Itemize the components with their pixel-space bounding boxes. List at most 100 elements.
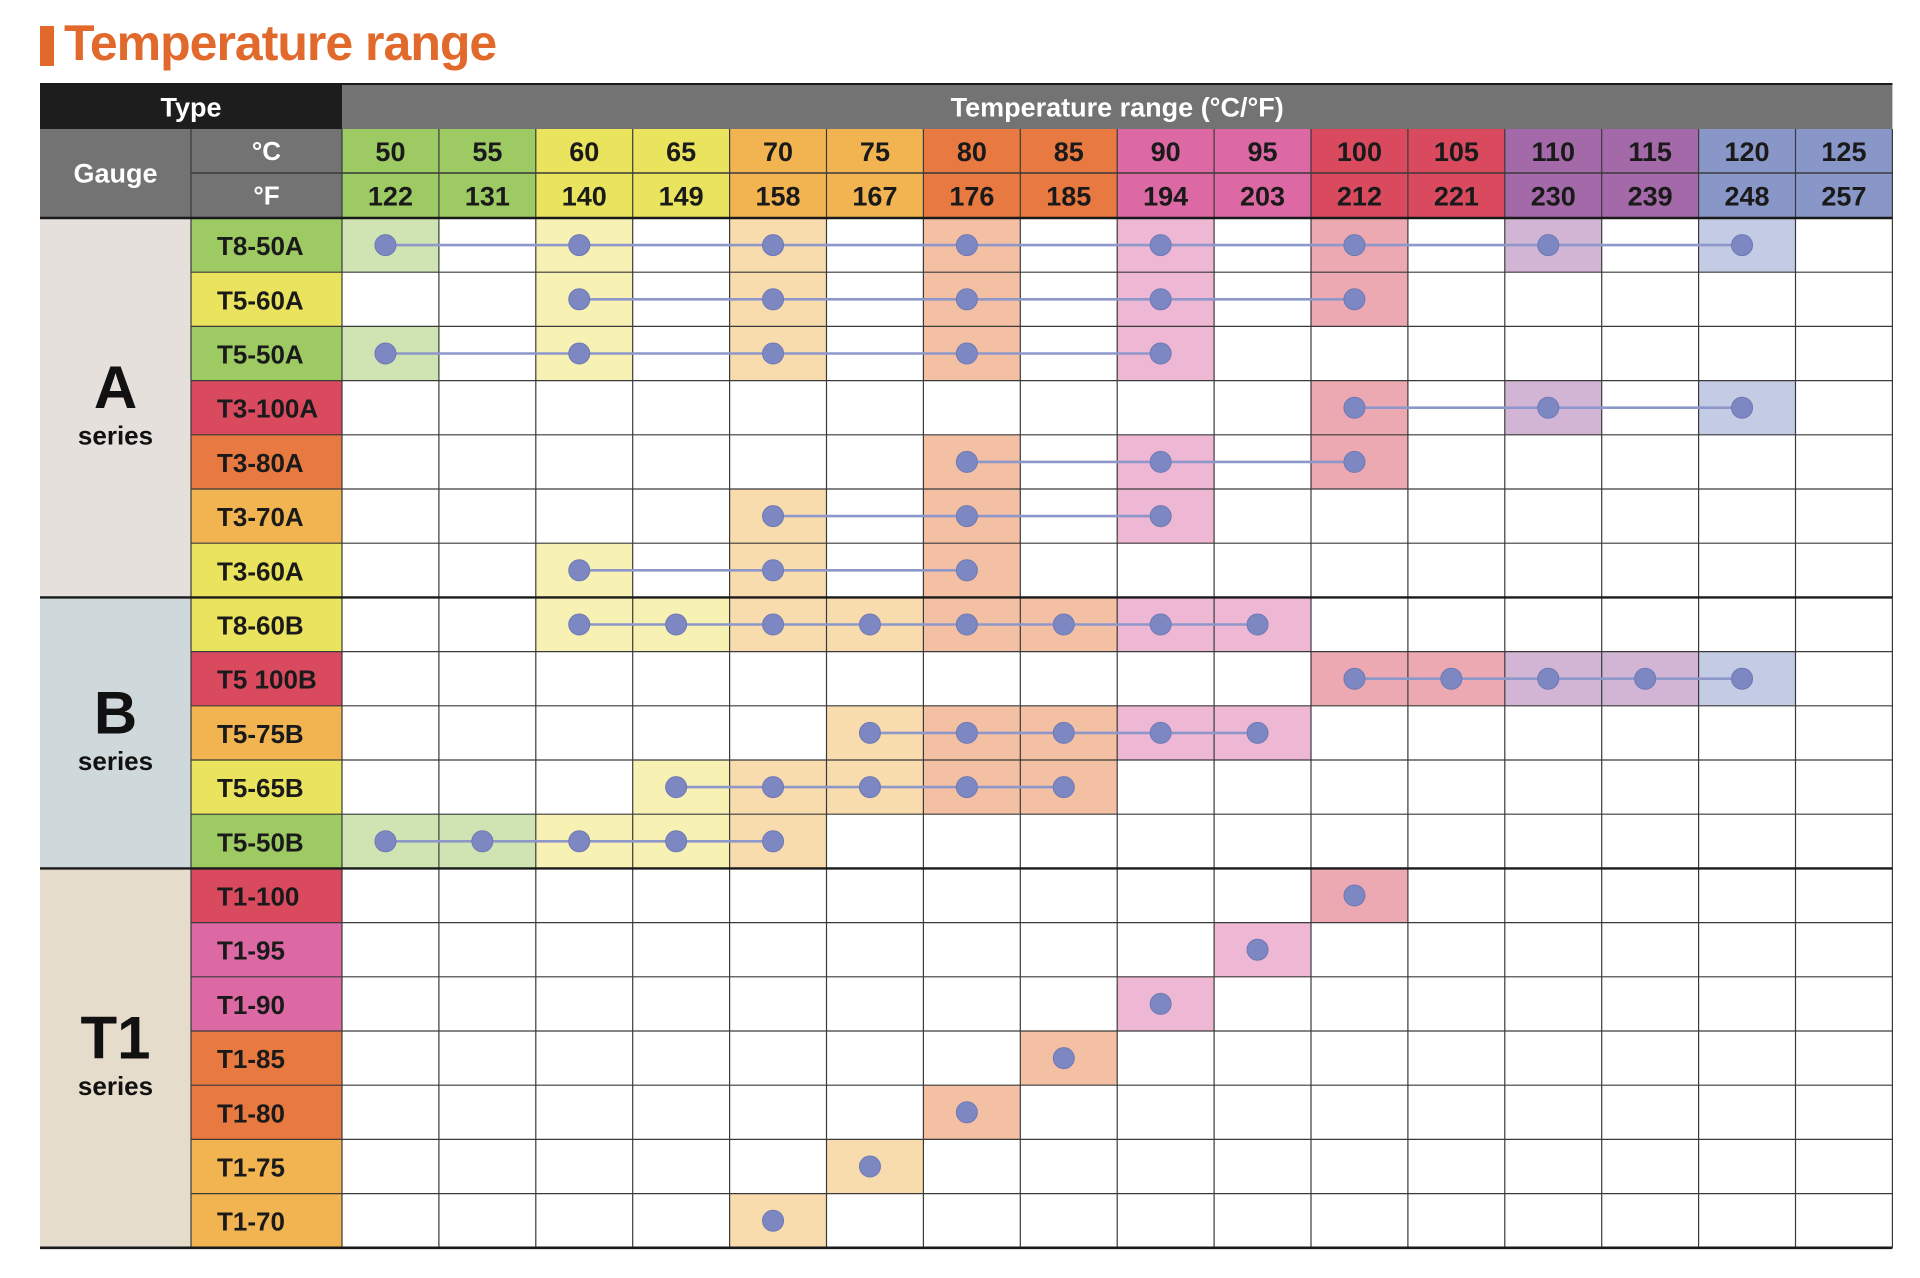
range-marker-t8-50a-90	[1149, 234, 1172, 257]
range-header-cell	[342, 84, 1893, 129]
page-title: Temperature range	[64, 15, 497, 71]
type-header-cell	[40, 84, 342, 129]
gauge-cell-t5-60a	[191, 272, 342, 327]
range-marker-t1-85-85	[1052, 1047, 1075, 1070]
series-cell-t1	[40, 868, 191, 1248]
fahrenheit-value-221: 221	[1434, 182, 1479, 212]
gauge-cell-t3-80a	[191, 434, 342, 489]
range-marker-t5-65b-75	[858, 776, 881, 799]
range-marker-t8-50a-80	[955, 234, 978, 257]
range-marker-t3-100a-110	[1537, 396, 1560, 419]
range-marker-t5-60a-100	[1343, 288, 1366, 311]
range-marker-t3-80a-80	[955, 450, 978, 473]
gauge-label-t3-70a: T3-70A	[217, 502, 304, 532]
range-marker-t5-50b-55	[471, 830, 494, 853]
gauge-cell-t5-100b	[191, 651, 342, 706]
range-marker-t5-60a-70	[762, 288, 785, 311]
range-marker-t5-50b-70	[762, 830, 785, 853]
range-marker-t5-50b-50	[374, 830, 397, 853]
series-cell-a	[40, 218, 191, 598]
fahrenheit-value-239: 239	[1628, 182, 1673, 212]
fahrenheit-value-167: 167	[852, 182, 897, 212]
range-marker-t5-75b-90	[1149, 721, 1172, 744]
range-marker-t1-100-100	[1343, 884, 1366, 907]
celsius-value-60: 60	[569, 137, 599, 167]
title-accent-bar	[40, 26, 54, 66]
range-marker-t5-50a-80	[955, 342, 978, 365]
celsius-value-100: 100	[1337, 137, 1382, 167]
gauge-cell-t1-85	[191, 1031, 342, 1086]
gauge-label-t1-90: T1-90	[217, 990, 285, 1020]
range-marker-t3-80a-90	[1149, 450, 1172, 473]
range-marker-t5-50a-70	[762, 342, 785, 365]
range-marker-t5-75b-80	[955, 721, 978, 744]
range-marker-t8-60b-75	[858, 613, 881, 636]
range-marker-t5-60a-90	[1149, 288, 1172, 311]
gauge-cell-t1-90	[191, 976, 342, 1031]
range-marker-t8-50a-100	[1343, 234, 1366, 257]
range-marker-t1-95-95	[1246, 938, 1269, 961]
gauge-label-t1-80: T1-80	[217, 1098, 285, 1128]
gauge-label-t3-60a: T3-60A	[217, 556, 304, 586]
celsius-value-50: 50	[375, 137, 405, 167]
range-marker-t8-60b-70	[762, 613, 785, 636]
celsius-value-85: 85	[1054, 137, 1084, 167]
gauge-cell-t5-75b	[191, 705, 342, 760]
gauge-cell-t8-50a	[191, 218, 342, 273]
series-sub-a: series	[78, 421, 153, 451]
range-marker-t5-65b-80	[955, 776, 978, 799]
range-marker-t3-70a-70	[762, 505, 785, 528]
gauge-label-t8-50a: T8-50A	[217, 231, 304, 261]
fahrenheit-value-140: 140	[562, 182, 607, 212]
gauge-label-t5-50a: T5-50A	[217, 340, 304, 370]
range-marker-t5-100b-105	[1440, 667, 1463, 690]
range-marker-t8-50a-120	[1731, 234, 1754, 257]
series-sub-t1: series	[78, 1071, 153, 1101]
celsius-value-55: 55	[472, 137, 502, 167]
range-marker-t8-60b-80	[955, 613, 978, 636]
celsius-value-125: 125	[1821, 137, 1866, 167]
fahrenheit-value-203: 203	[1240, 182, 1285, 212]
range-marker-t5-65b-70	[762, 776, 785, 799]
gauge-label-t1-95: T1-95	[217, 936, 285, 966]
celsius-value-115: 115	[1628, 137, 1672, 167]
gauge-cell-t5-50a	[191, 326, 342, 381]
range-marker-t5-50a-90	[1149, 342, 1172, 365]
gauge-cell-t8-60b	[191, 597, 342, 652]
fahrenheit-value-131: 131	[465, 182, 510, 212]
celsius-value-120: 120	[1725, 137, 1770, 167]
range-marker-t8-50a-70	[762, 234, 785, 257]
range-marker-t8-60b-85	[1052, 613, 1075, 636]
fahrenheit-value-185: 185	[1046, 182, 1091, 212]
fahrenheit-value-149: 149	[659, 182, 704, 212]
range-marker-t5-50b-60	[568, 830, 591, 853]
fahrenheit-value-194: 194	[1143, 182, 1188, 212]
fahrenheit-value-212: 212	[1337, 182, 1382, 212]
celsius-value-110: 110	[1531, 137, 1575, 167]
range-marker-t8-50a-50	[374, 234, 397, 257]
gauge-cell-t1-80	[191, 1085, 342, 1140]
range-marker-t5-50a-50	[374, 342, 397, 365]
gauge-label-t5-100b: T5 100B	[217, 665, 317, 695]
gauge-cell-t1-75	[191, 1139, 342, 1194]
range-marker-t1-80-80	[955, 1101, 978, 1124]
gauge-label-t5-60a: T5-60A	[217, 285, 304, 315]
gauge-label-t1-75: T1-75	[217, 1153, 285, 1183]
series-name-t1: T1	[80, 1005, 150, 1072]
range-marker-t8-60b-65	[665, 613, 688, 636]
celsius-value-65: 65	[666, 137, 696, 167]
range-header-label: Temperature range (°C/°F)	[951, 93, 1284, 123]
range-marker-t5-100b-100	[1343, 667, 1366, 690]
gauge-label-t5-75b: T5-75B	[217, 719, 304, 749]
range-marker-t5-75b-75	[858, 721, 881, 744]
range-marker-t5-65b-85	[1052, 776, 1075, 799]
gauge-label-t5-65b: T5-65B	[217, 773, 304, 803]
celsius-value-70: 70	[763, 137, 793, 167]
celsius-value-105: 105	[1434, 137, 1479, 167]
gauge-label-t1-85: T1-85	[217, 1044, 285, 1074]
celsius-unit-label: °C	[252, 136, 281, 166]
gauge-cell-t1-100	[191, 868, 342, 923]
gauge-cell-t3-100a	[191, 380, 342, 435]
